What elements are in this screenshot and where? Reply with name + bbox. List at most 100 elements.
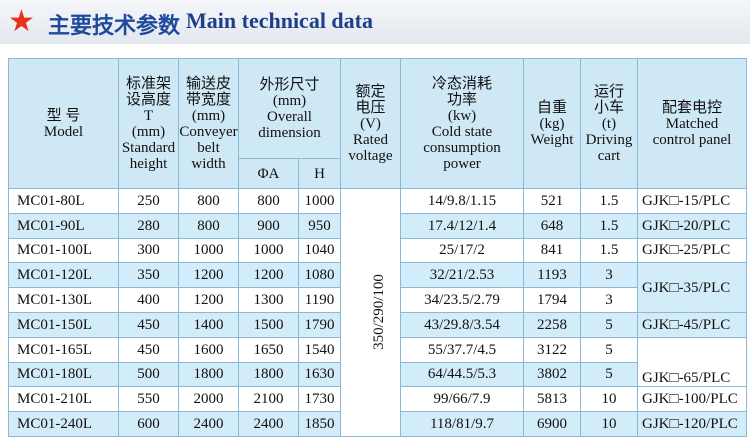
header-line: 功率 [446, 91, 477, 108]
cell: 10 [580, 411, 638, 437]
cell: 1400 [178, 311, 239, 338]
header-line: dimension [258, 124, 321, 141]
table-row: MC01-120L 350 1200 1200 1080 32/21/2.53 1193 3 G… [8, 262, 747, 313]
table-row: MC01-130L 400 1200 1300 1190 34/23.5/2.79 1794… [8, 287, 747, 313]
table-row: MC01-90L 280 800 900 950 17.4/12/1.4 648 1.5 GJK… [8, 212, 747, 239]
header-line: voltage [348, 147, 393, 164]
title-en: Main technical data [186, 8, 373, 33]
header-line: T [143, 107, 154, 124]
header-line: 电压 [355, 99, 386, 116]
cell: 1190 [298, 287, 341, 313]
header-line: Conveyer [179, 123, 238, 140]
voltage-cell: 350/290/100 [340, 188, 401, 437]
cell: 450 [118, 336, 179, 363]
header-line: 自重 [536, 99, 567, 116]
cell: 5813 [523, 386, 581, 413]
cell: 1080 [298, 262, 341, 289]
header-line: 带宽度 [185, 91, 231, 108]
header-line: 小车 [593, 99, 624, 116]
cell: 250 [118, 188, 179, 214]
cell: 280 [118, 212, 179, 239]
cell: 1794 [523, 287, 581, 313]
header-line: power [443, 155, 481, 172]
panel-cell: GJK□-20/PLC [637, 212, 747, 239]
cell: 1630 [298, 361, 341, 388]
cell: 350 [118, 262, 179, 289]
cell: MC01-150L [8, 311, 119, 338]
cell: 34/23.5/2.79 [400, 287, 524, 313]
voltage-text: 350/290/100 [370, 274, 387, 351]
cell: 118/81/9.7 [400, 411, 524, 437]
header-line: Driving [585, 131, 633, 148]
cell: 1800 [178, 361, 239, 388]
panel-cell: GJK□-35/PLC [637, 262, 747, 313]
cell: 1200 [238, 262, 299, 289]
cell: 2400 [238, 411, 299, 437]
cell: MC01-90L [8, 212, 119, 239]
table-body: MC01-80L 250 800 800 1000 350/290/100 14/9.8/1… [8, 188, 747, 437]
cell: 5 [580, 311, 638, 338]
panel-cell: GJK□-25/PLC [637, 237, 747, 264]
cell: 3802 [523, 361, 581, 388]
cell: 43/29.8/3.54 [400, 311, 524, 338]
cell: 300 [118, 237, 179, 264]
cell: 14/9.8/1.15 [400, 188, 524, 214]
cell: 1300 [238, 287, 299, 313]
cell: 32/21/2.53 [400, 262, 524, 289]
cell: 2258 [523, 311, 581, 338]
table-row: MC01-80L 250 800 800 1000 350/290/100 14/9.8/1… [8, 188, 747, 437]
header-line: Weight [530, 131, 574, 148]
cell: 800 [178, 212, 239, 239]
header-line: (mm) [191, 107, 226, 124]
header-line: Standard [121, 139, 176, 156]
cell: 6900 [523, 411, 581, 437]
header-line: height [129, 155, 168, 172]
header-line: (V) [360, 115, 381, 132]
header-line: Overall [267, 108, 312, 125]
cell: MC01-100L [8, 237, 119, 264]
panel-cell: GJK□-100/PLC [637, 386, 747, 413]
header-line: (t) [601, 115, 617, 132]
header-line: (mm) [131, 123, 166, 140]
cell: 1200 [178, 287, 239, 313]
header-cell: 型 号 Model [8, 58, 119, 189]
cell: 800 [238, 188, 299, 214]
header-cell: 标准架 设高度 T (mm) Standard height [118, 58, 179, 189]
header-line: (kg) [539, 115, 565, 132]
table-row: MC01-100L 300 1000 1000 1040 25/17/2 841 1.5 GJK… [8, 237, 747, 264]
cell: MC01-130L [8, 287, 119, 313]
header-line: 型 号 [46, 107, 81, 124]
header-cell: ΦA [238, 158, 299, 189]
title-cn: 主要技术参数 [48, 14, 181, 39]
spec-table: 型 号 Model 标准架 设高度 T (mm) Standard height 输送皮 带宽… [8, 58, 747, 437]
header-cell: 额定 电压 (V) Rated voltage [340, 58, 401, 189]
cell: 1200 [178, 262, 239, 289]
cell: 17.4/12/1.4 [400, 212, 524, 239]
header-line: consumption [423, 139, 501, 156]
header-cell: 自重 (kg) Weight [523, 58, 581, 189]
header-line: 运行 [593, 83, 624, 100]
cell: 1040 [298, 237, 341, 264]
cell: MC01-240L [8, 411, 119, 437]
panel-cell: GJK□-65/PLC [637, 336, 747, 388]
cell: 950 [298, 212, 341, 239]
header-line: (mm) [272, 92, 307, 109]
cell: 1600 [178, 336, 239, 363]
header-cell: 输送皮 带宽度 (mm) Conveyer belt width [178, 58, 239, 189]
header-line: Rated [353, 131, 388, 148]
cell: 2100 [238, 386, 299, 413]
cell: 2400 [178, 411, 239, 437]
cell: 10 [580, 386, 638, 413]
cell: MC01-80L [8, 188, 119, 214]
cell: 99/66/7.9 [400, 386, 524, 413]
table-row: MC01-180L 500 1800 1800 1630 64/44.5/5.3 3802 5 [8, 361, 747, 388]
header-line: 设高度 [125, 91, 171, 108]
header-line: (kw) [447, 107, 477, 124]
cell: 1540 [298, 336, 341, 363]
cell: 1790 [298, 311, 341, 338]
cell: 450 [118, 311, 179, 338]
cell: 1000 [238, 237, 299, 264]
cell: 3 [580, 287, 638, 313]
cell: 521 [523, 188, 581, 214]
